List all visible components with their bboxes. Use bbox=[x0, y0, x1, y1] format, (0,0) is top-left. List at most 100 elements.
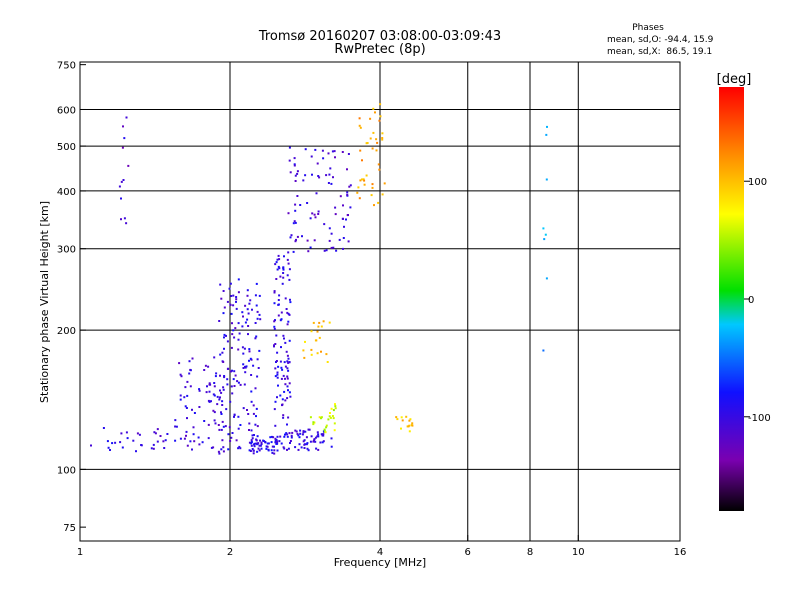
data-point bbox=[109, 449, 111, 451]
data-point bbox=[282, 272, 285, 274]
data-point bbox=[341, 151, 344, 153]
data-point bbox=[219, 283, 222, 286]
data-point bbox=[213, 394, 216, 397]
data-point bbox=[179, 394, 182, 397]
data-point bbox=[186, 380, 189, 383]
data-point bbox=[325, 353, 328, 356]
data-point bbox=[262, 440, 265, 442]
x-tick-label: 16 bbox=[674, 547, 687, 558]
data-point bbox=[132, 439, 135, 442]
data-point bbox=[334, 403, 336, 406]
data-point bbox=[332, 176, 334, 179]
data-point bbox=[174, 419, 177, 422]
data-point bbox=[357, 186, 360, 189]
data-point bbox=[198, 406, 201, 408]
data-point bbox=[301, 433, 304, 436]
data-point bbox=[334, 213, 337, 216]
data-point bbox=[331, 415, 334, 417]
data-point bbox=[302, 179, 305, 182]
data-point bbox=[250, 442, 253, 445]
data-point bbox=[274, 375, 277, 378]
phase-stats-o: mean, sd,O: -94.4, 15.9 bbox=[607, 35, 714, 45]
x-tick-label: 10 bbox=[572, 547, 585, 558]
data-point bbox=[251, 448, 254, 450]
data-point bbox=[275, 261, 278, 264]
data-point bbox=[305, 443, 308, 446]
data-point bbox=[284, 377, 286, 380]
data-point bbox=[226, 378, 229, 381]
data-point bbox=[198, 443, 201, 446]
data-point bbox=[331, 150, 334, 153]
data-point bbox=[250, 444, 253, 447]
data-point bbox=[120, 218, 122, 221]
data-point bbox=[201, 441, 204, 444]
data-point bbox=[326, 361, 329, 363]
data-point bbox=[299, 204, 302, 206]
data-point bbox=[289, 171, 292, 174]
y-axis-label: Stationary phase Virtual Height [km] bbox=[38, 201, 51, 403]
data-point bbox=[271, 435, 273, 438]
data-point bbox=[275, 278, 278, 280]
data-point bbox=[288, 159, 291, 162]
data-point bbox=[306, 202, 309, 204]
data-point bbox=[239, 383, 242, 386]
data-point bbox=[257, 447, 260, 450]
data-point bbox=[307, 449, 310, 452]
data-point bbox=[282, 268, 285, 271]
data-point bbox=[286, 367, 289, 370]
data-point bbox=[256, 450, 259, 453]
data-point bbox=[277, 265, 280, 268]
data-point bbox=[327, 418, 330, 421]
data-point bbox=[317, 325, 320, 328]
data-point bbox=[281, 404, 283, 407]
data-point bbox=[213, 411, 216, 414]
data-point bbox=[229, 400, 232, 403]
data-point bbox=[284, 365, 287, 368]
data-point bbox=[332, 409, 335, 412]
data-point bbox=[293, 220, 296, 223]
data-point bbox=[332, 246, 335, 249]
data-point bbox=[381, 193, 384, 196]
data-point bbox=[376, 141, 379, 144]
data-point bbox=[287, 262, 290, 265]
data-point bbox=[114, 441, 117, 444]
data-point bbox=[237, 381, 240, 384]
data-point bbox=[250, 374, 253, 376]
data-point bbox=[407, 425, 410, 428]
data-point bbox=[277, 384, 279, 387]
data-point bbox=[284, 433, 286, 436]
data-point bbox=[184, 405, 187, 408]
data-point bbox=[193, 440, 196, 443]
data-point bbox=[213, 419, 216, 422]
data-point bbox=[237, 278, 240, 281]
data-point bbox=[277, 303, 280, 306]
data-point bbox=[290, 434, 293, 437]
data-point bbox=[270, 441, 273, 444]
data-point bbox=[222, 361, 225, 363]
data-point bbox=[312, 321, 315, 324]
data-point bbox=[102, 427, 105, 429]
chart-subtitle: RwPretec (8p) bbox=[334, 42, 425, 57]
data-point bbox=[237, 322, 240, 325]
data-point bbox=[282, 334, 285, 337]
data-point bbox=[207, 423, 210, 426]
data-point bbox=[379, 103, 382, 106]
data-point bbox=[273, 445, 275, 448]
data-point bbox=[236, 380, 239, 383]
x-tick-label: 1 bbox=[77, 547, 83, 558]
data-point bbox=[222, 386, 225, 389]
data-point bbox=[241, 325, 244, 328]
data-point bbox=[289, 440, 292, 442]
data-point bbox=[217, 450, 220, 453]
data-point bbox=[275, 360, 278, 362]
data-point bbox=[287, 251, 290, 254]
data-point bbox=[233, 385, 236, 387]
data-point bbox=[318, 176, 321, 179]
data-point bbox=[325, 249, 328, 252]
data-point bbox=[193, 412, 196, 414]
data-point bbox=[328, 239, 331, 242]
data-point bbox=[358, 124, 361, 127]
data-point bbox=[293, 164, 296, 167]
data-point bbox=[237, 348, 240, 351]
data-point bbox=[253, 445, 256, 448]
